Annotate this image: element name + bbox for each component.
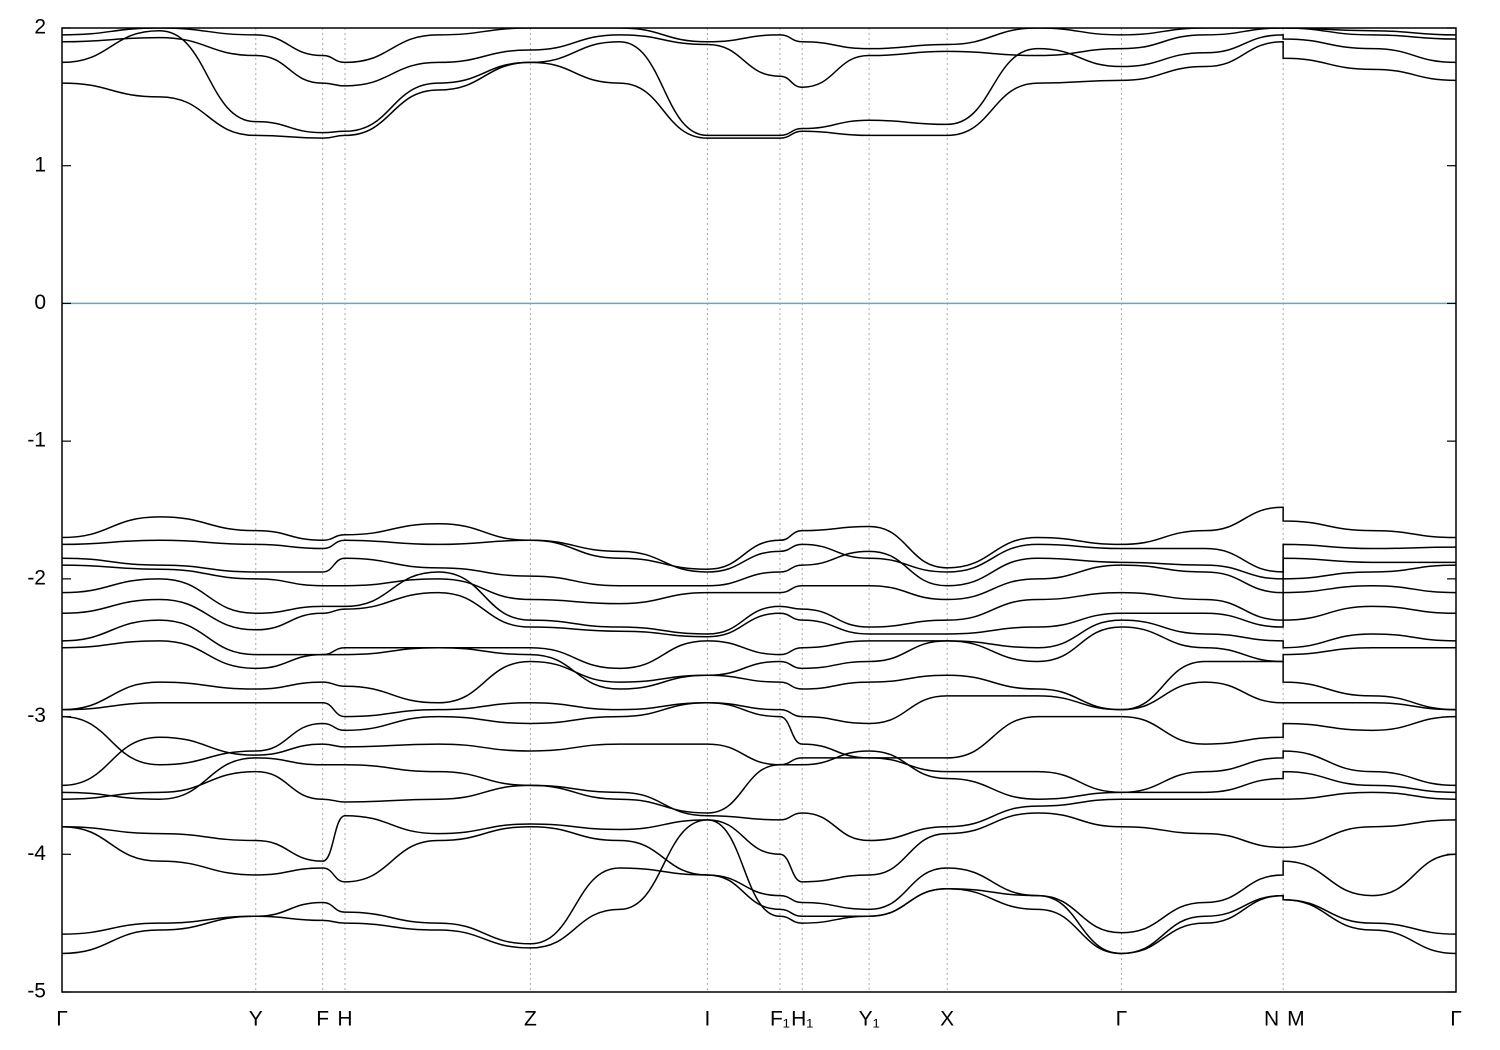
plot-frame [61,27,1457,993]
y-tick-label: 0 [34,291,46,314]
x-tick-label: Γ [1116,1008,1128,1031]
x-tick-label: F₁ [770,1008,790,1031]
y-tick-label: -2 [27,566,46,589]
axes: -5 -4 -3 -2 -1 0 1 2 Γ Y F H Z I F₁ H₁ Y₁ X Γ N M Γ [27,16,1461,1031]
band-line [62,626,1456,690]
band-line [62,812,1456,883]
bands [62,28,1456,955]
band-line [62,571,1456,635]
band-line [62,30,1456,137]
band-line [62,660,1456,711]
band-line [62,506,1456,570]
x-tick-label: H [337,1008,352,1031]
x-tick-label: H₁ [791,1008,813,1031]
band-line [62,41,1456,139]
y-tick-label: 1 [34,153,46,176]
x-tick-label: F [316,1008,329,1031]
band-line [62,825,1456,934]
band-line [62,591,1456,638]
band-line [62,770,1456,842]
band-line [62,539,1456,573]
band-line [62,564,1456,605]
y-tick-label: 2 [34,16,46,39]
x-tick-label: X [940,1008,954,1031]
y-tick-label: -1 [27,429,46,452]
x-tick-label: Y [249,1008,263,1031]
x-tick-label: Z [524,1008,537,1031]
grid [62,28,1456,992]
x-tick-label: Γ [1450,1008,1462,1031]
x-tick-label: Y₁ [859,1008,880,1031]
band-line [62,819,1456,955]
band-line [62,550,1456,587]
x-tick-label: N [1264,1008,1279,1031]
y-tick-label: -3 [27,704,46,727]
band-line [62,867,1456,955]
y-tick-label: -4 [27,842,46,865]
x-tick-label: Γ [56,1008,68,1031]
x-tick-label: I [705,1008,711,1031]
band-line [62,28,1456,88]
band-line [62,702,1456,766]
band-line [62,681,1456,725]
band-line [62,750,1456,814]
x-tick-label: M [1287,1008,1305,1031]
y-tick-label: -5 [27,980,46,1003]
